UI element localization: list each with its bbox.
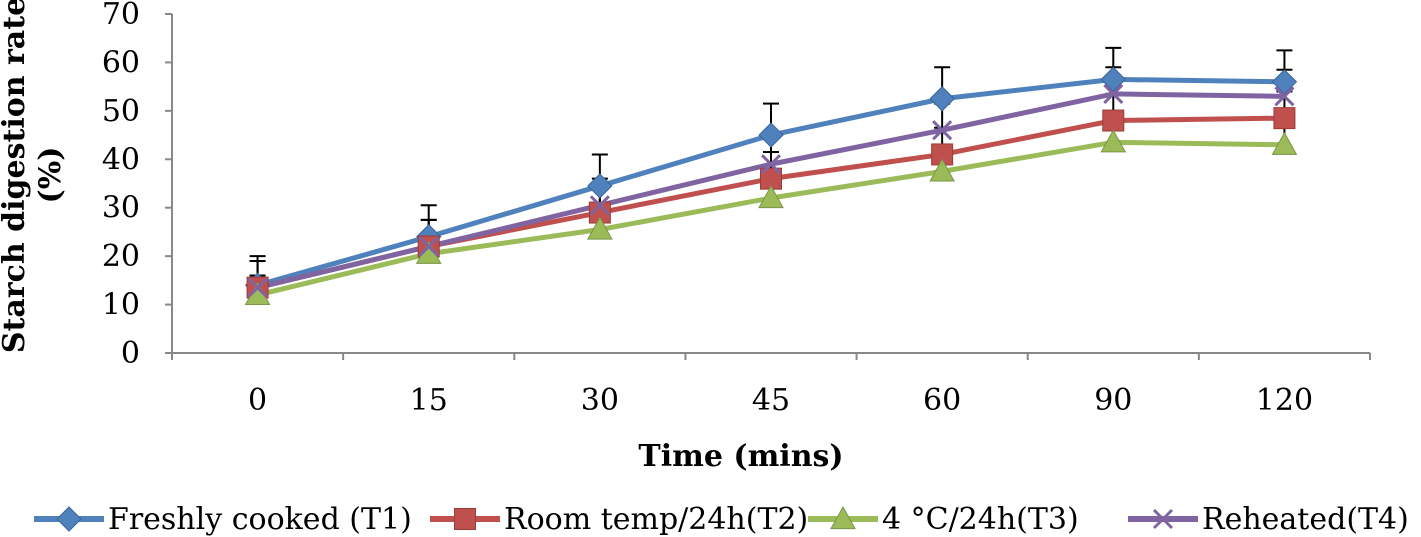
legend-label: Room temp/24h(T2)	[504, 502, 808, 537]
y-tick-label: 50	[102, 94, 140, 129]
data-point-s4	[418, 236, 439, 257]
x-tick-label: 30	[581, 383, 619, 418]
x-tick-label: 45	[752, 383, 790, 418]
x-tick-label: 0	[248, 383, 267, 418]
data-point-s2	[1273, 107, 1296, 130]
y-axis-title-line1: Starch digestion rate	[0, 0, 32, 353]
data-point-s1	[758, 122, 784, 148]
data-point-s4	[760, 154, 782, 175]
legend: Freshly cooked (T1) Room temp/24h(T2) 4 °C…	[34, 502, 1409, 537]
data-point-s3	[758, 184, 784, 209]
data-point-s3	[1100, 129, 1127, 153]
data-point-s4	[589, 195, 610, 216]
data-point-s3	[1271, 131, 1298, 155]
y-axis-title-line2: (%)	[33, 147, 68, 204]
legend-label: Freshly cooked (T1)	[108, 502, 412, 537]
y-tick-label: 70	[102, 0, 140, 32]
y-tick-label: 60	[102, 45, 140, 80]
x-tick-label: 60	[923, 383, 961, 418]
legend-marker	[830, 505, 856, 530]
data-point-s3	[929, 158, 955, 182]
data-point-s1	[1100, 66, 1126, 93]
x-axis-title: Time (mins)	[638, 439, 843, 474]
legend-marker	[1152, 508, 1174, 530]
y-tick-label: 40	[102, 142, 140, 177]
data-point-s4	[1274, 86, 1295, 107]
data-point-s1	[1271, 69, 1298, 95]
x-tick-label: 15	[410, 383, 448, 418]
data-point-s4	[1103, 83, 1124, 104]
legend-marker	[454, 508, 476, 530]
data-point-s3	[587, 216, 613, 240]
data-point-s2	[1102, 109, 1125, 132]
data-point-s1	[587, 173, 613, 199]
y-tick-label: 0	[121, 336, 140, 371]
y-tick-label: 30	[102, 191, 140, 226]
y-tick-label: 20	[102, 239, 140, 274]
legend-marker	[56, 506, 82, 532]
x-tick-label: 120	[1256, 383, 1313, 418]
legend-label: 4 °C/24h(T3)	[882, 502, 1079, 537]
y-tick-label: 10	[102, 288, 140, 323]
data-point-s4	[932, 120, 953, 141]
data-point-s1	[929, 86, 955, 112]
data-point-s4	[247, 277, 268, 298]
x-tick-label: 90	[1094, 383, 1132, 418]
legend-label: Reheated(T4)	[1202, 502, 1409, 537]
